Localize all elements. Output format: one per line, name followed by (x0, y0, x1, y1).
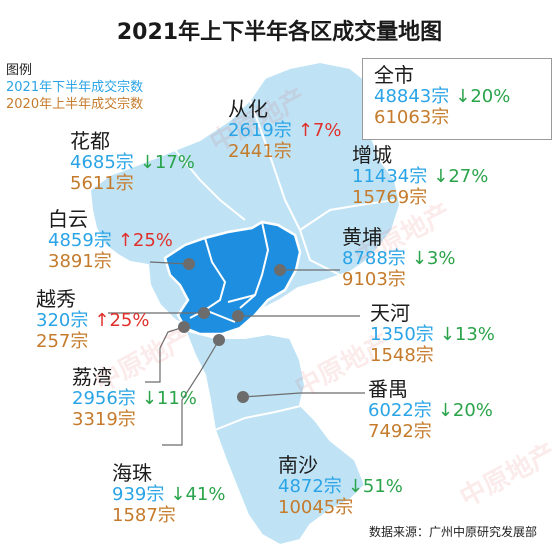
change-value: ↓20% (455, 86, 511, 107)
change-value: ↓13% (439, 324, 495, 345)
district-name: 天河 (370, 301, 410, 325)
map-boundary-south (214, 404, 306, 431)
change-value: ↑25% (94, 310, 150, 331)
value-2020: 10045宗 (278, 496, 354, 518)
value-2020: 3891宗 (48, 250, 112, 272)
change-value: ↓27% (433, 166, 489, 187)
leader-liwan (145, 326, 185, 383)
value-2020: 257宗 (36, 330, 89, 352)
label-zengcheng: 增城 11434宗 ↓27% 15769宗 (352, 144, 488, 208)
value-2021: 6022宗 (368, 400, 432, 421)
legend-2021: 2021年下半年成交宗数 (6, 80, 144, 95)
label-liwan: 荔湾 2956宗 ↓11% 3319宗 (72, 366, 197, 430)
district-name: 荔湾 (72, 365, 112, 389)
change-value: ↓17% (139, 152, 195, 173)
value-2021: 2956宗 (72, 388, 136, 409)
value-2021: 2619宗 (228, 120, 292, 141)
district-name: 海珠 (112, 461, 152, 485)
label-huangpu: 黄埔 8788宗 ↓3% 9103宗 (342, 226, 455, 290)
legend-2020: 2020年上半年成交宗数 (6, 97, 144, 112)
label-huadu: 花都 4685宗 ↓17% 5611宗 (70, 130, 195, 194)
district-name: 增城 (352, 143, 392, 167)
map-title: 2021年上下半年各区成交量地图 (116, 20, 443, 45)
change-value: ↑7% (297, 120, 342, 141)
map-region-south (183, 328, 367, 547)
change-value: ↑25% (117, 230, 173, 251)
value-2020: 2441宗 (228, 140, 292, 162)
value-2020: 3319宗 (72, 408, 136, 430)
value-2021: 8788宗 (342, 248, 406, 269)
district-name: 全市 (374, 63, 414, 87)
district-name: 黄埔 (342, 225, 382, 249)
value-2021: 4872宗 (278, 476, 342, 497)
data-source: 数据来源：广州中原研究发展部 (368, 525, 537, 539)
map-boundary-central (189, 221, 270, 323)
label-baiyun: 白云 4859宗 ↑25% 3891宗 (48, 208, 173, 272)
label-haizhu: 海珠 939宗 ↓41% 1587宗 (112, 462, 225, 526)
value-2021: 4859宗 (48, 230, 112, 251)
map-region-central (163, 220, 302, 336)
label-panyu: 番禺 6022宗 ↓20% 7492宗 (368, 378, 493, 442)
label-yuexiu: 越秀 320宗 ↑25% 257宗 (36, 288, 149, 352)
value-2020: 1587宗 (112, 504, 176, 526)
district-name: 越秀 (36, 287, 76, 311)
quanshi-box (362, 58, 552, 140)
value-2020: 1548宗 (370, 344, 434, 366)
value-2020: 5611宗 (70, 172, 134, 194)
value-2020: 15769宗 (352, 186, 428, 208)
change-value: ↓41% (170, 484, 226, 505)
district-name: 花都 (70, 129, 110, 153)
value-2021: 48843宗 (374, 86, 450, 107)
change-value: ↓20% (437, 400, 493, 421)
district-name: 南沙 (278, 453, 318, 477)
leader-panyu (242, 392, 365, 398)
label-conghua: 从化 2619宗 ↑7% 2441宗 (228, 98, 341, 162)
value-2021: 320宗 (36, 310, 89, 331)
value-2020: 9103宗 (342, 268, 406, 290)
change-value: ↓11% (141, 388, 197, 409)
legend: 图例 2021年下半年成交宗数 2020年上半年成交宗数 (6, 62, 143, 113)
label-tianhe: 天河 1350宗 ↓13% 1548宗 (370, 302, 495, 366)
leader-baiyun (149, 261, 190, 265)
leader-haizhu (162, 339, 220, 446)
value-2021: 11434宗 (352, 166, 428, 187)
district-name: 从化 (228, 97, 268, 121)
value-2021: 1350宗 (370, 324, 434, 345)
change-value: ↓51% (347, 476, 403, 497)
value-2020: 61063宗 (374, 106, 450, 128)
change-value: ↓3% (411, 248, 456, 269)
district-name: 番禺 (368, 377, 408, 401)
value-2021: 939宗 (112, 484, 165, 505)
value-2020: 7492宗 (368, 420, 432, 442)
district-name: 白云 (48, 207, 88, 231)
legend-heading: 图例 (6, 63, 33, 78)
label-quanshi: 全市 48843宗 ↓20% 61063宗 (374, 64, 510, 128)
value-2021: 4685宗 (70, 152, 134, 173)
label-nansha: 南沙 4872宗 ↓51% 10045宗 (278, 454, 403, 518)
